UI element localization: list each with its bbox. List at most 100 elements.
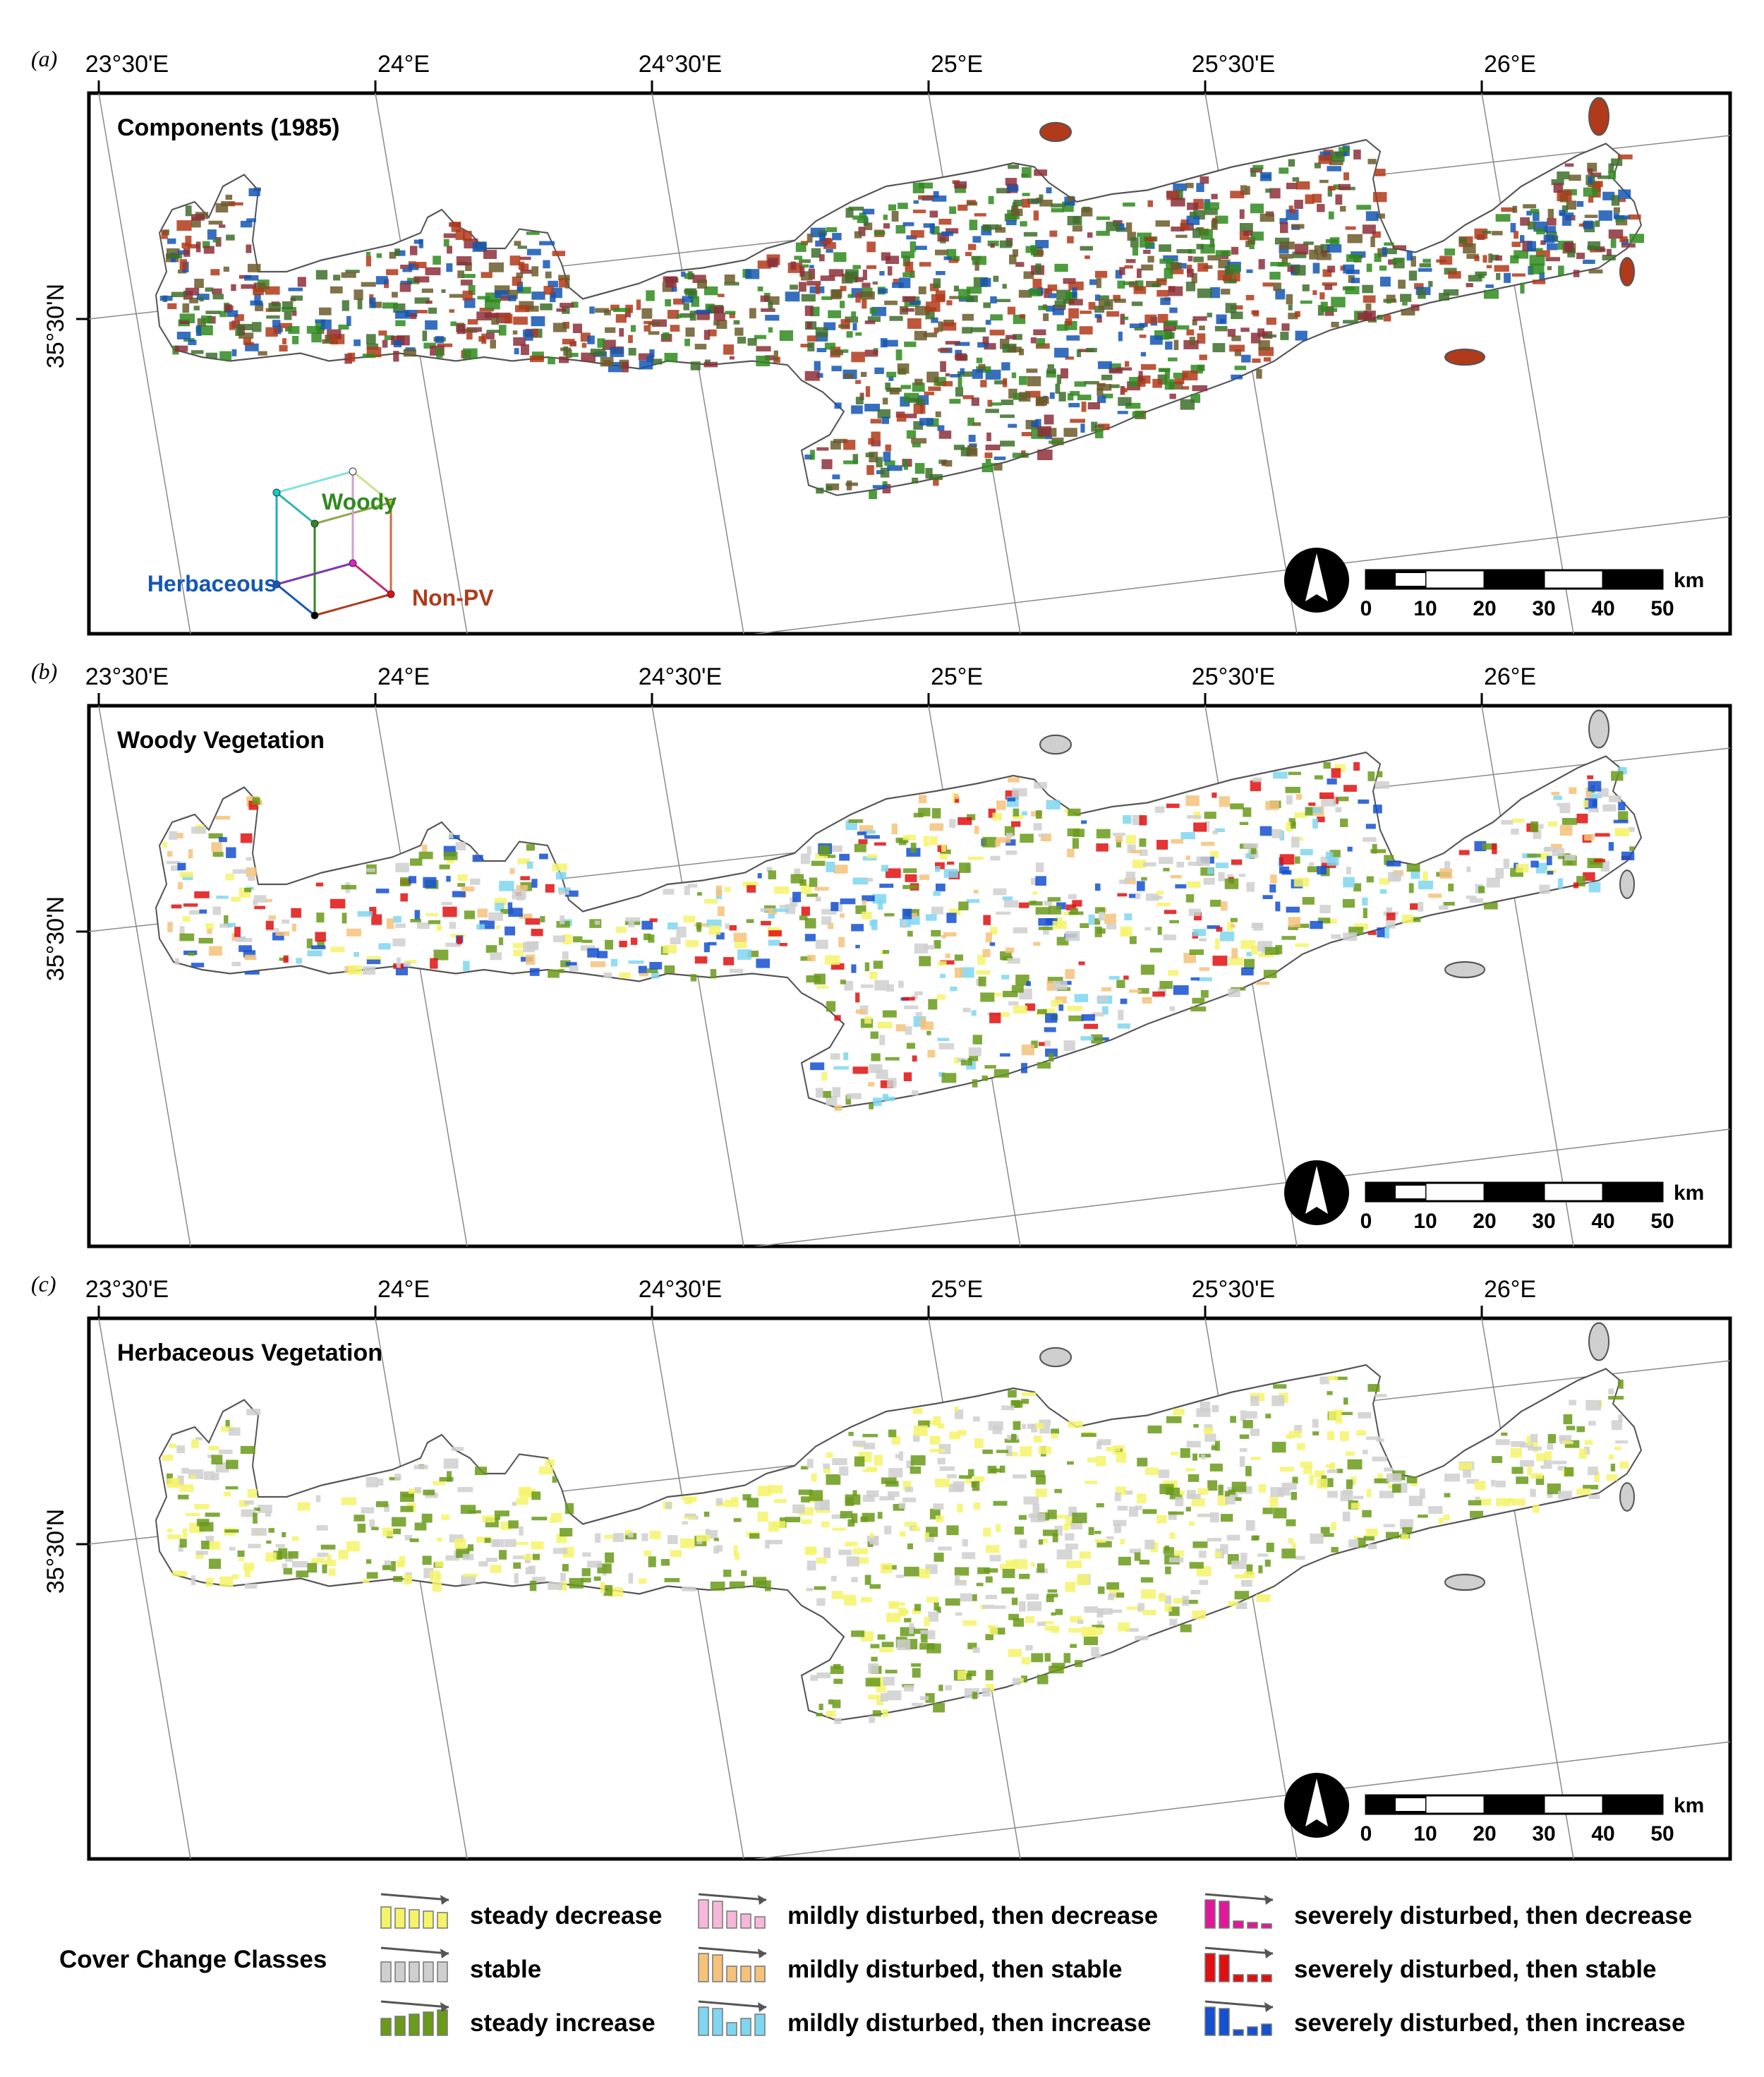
mild-stable-icon xyxy=(698,1946,767,1982)
legend-item: mildly disturbed, then stable xyxy=(698,1946,1123,1983)
islet xyxy=(1444,348,1485,366)
severe-decrease-icon xyxy=(1204,1893,1274,1929)
longitude-label: 24°30'E xyxy=(639,663,722,690)
legend-item: mildly disturbed, then decrease xyxy=(698,1893,1158,1929)
scale-tick-label: 20 xyxy=(1473,597,1496,620)
longitude-label: 25°E xyxy=(931,1276,983,1303)
islet xyxy=(1588,1322,1609,1361)
north-arrow-icon xyxy=(1284,1160,1349,1225)
scale-tick-label: 40 xyxy=(1591,1210,1614,1233)
steady-increase-icon xyxy=(380,2000,449,2036)
islet xyxy=(1588,709,1609,749)
severe-stable-icon xyxy=(1204,1946,1274,1982)
scale-tick-label: 40 xyxy=(1591,1822,1614,1846)
north-arrow-icon xyxy=(1284,1773,1349,1838)
legend-item: steady increase xyxy=(380,2000,656,2037)
longitude-label: 24°30'E xyxy=(639,51,722,78)
graticule-meridian xyxy=(1481,1318,1574,1859)
graticule-meridian xyxy=(98,1318,191,1859)
panel-title: Components (1985) xyxy=(117,114,340,141)
crete-island xyxy=(155,709,1643,1111)
latitude-label: 35°30'N xyxy=(42,284,69,368)
scale-tick-label: 10 xyxy=(1413,1210,1437,1233)
legend-label: steady decrease xyxy=(470,1902,662,1929)
scale-tick-label: 20 xyxy=(1473,1822,1496,1846)
severe-increase-icon xyxy=(1204,2000,1274,2036)
longitude-label: 23°30'E xyxy=(85,1276,169,1303)
islet xyxy=(1444,961,1485,979)
islet xyxy=(1588,97,1609,136)
legend-label: stable xyxy=(470,1956,541,1983)
legend-item: severely disturbed, then increase xyxy=(1204,2000,1685,2037)
legend-label: mildly disturbed, then increase xyxy=(787,2009,1151,2037)
longitude-label: 25°30'E xyxy=(1192,51,1275,78)
islet xyxy=(1619,257,1635,287)
panel-letter: (b) xyxy=(31,658,57,684)
crete-island xyxy=(155,97,1645,500)
scale-unit: km xyxy=(1674,1181,1704,1205)
legend-label: severely disturbed, then decrease xyxy=(1294,1902,1692,1929)
legend-item: severely disturbed, then stable xyxy=(1204,1946,1657,1983)
scale-unit: km xyxy=(1674,569,1704,592)
legend-item: steady decrease xyxy=(380,1893,662,1929)
longitude-label: 25°E xyxy=(931,663,983,690)
longitude-label: 25°E xyxy=(931,51,983,78)
herbaceous-label: Herbaceous xyxy=(147,571,277,596)
crete-island xyxy=(155,1322,1643,1724)
scale-tick-label: 20 xyxy=(1473,1210,1496,1233)
map-panel-herbaceous: (c) 23°30'E 24°E 24°30'E 25°E 25°30'E 26°E 35°3… xyxy=(31,1271,1732,1861)
map-panel-components: (a) 23°30'E 24°E 24°30'E 25°E 25°30'E 26°E 35°3… xyxy=(31,46,1732,636)
stable-icon xyxy=(380,1946,449,1982)
longitude-label: 23°30'E xyxy=(85,51,169,78)
scale-unit: km xyxy=(1674,1794,1704,1817)
map-panel-woody: (b) 23°30'E 24°E 24°30'E 25°E 25°30'E 26°E 35°3… xyxy=(31,658,1732,1248)
longitude-label: 25°30'E xyxy=(1192,1276,1275,1303)
longitude-label: 25°30'E xyxy=(1192,663,1275,690)
map-panels: (a) 23°30'E 24°E 24°30'E 25°E 25°30'E 26°E 35°3… xyxy=(31,46,1732,1861)
component-cube-legend: Woody Herbaceous Non-PV xyxy=(147,467,494,620)
legend-label: severely disturbed, then increase xyxy=(1294,2009,1685,2037)
scale-tick-label: 0 xyxy=(1360,597,1372,620)
latitude-label: 35°30'N xyxy=(42,1509,69,1594)
latitude-label: 35°30'N xyxy=(42,896,69,981)
scale-tick-label: 40 xyxy=(1591,597,1614,620)
legend-label: steady increase xyxy=(470,2009,656,2037)
scale-tick-label: 30 xyxy=(1532,1210,1555,1233)
islet xyxy=(1039,734,1072,755)
legend-label: mildly disturbed, then stable xyxy=(787,1956,1123,1983)
longitude-label: 24°E xyxy=(377,663,430,690)
mild-increase-icon xyxy=(698,2000,767,2036)
legend-title: Cover Change Classes xyxy=(59,1946,327,1973)
legend-label: severely disturbed, then stable xyxy=(1294,1956,1657,1983)
graticule-meridian xyxy=(375,706,468,1246)
graticule-meridian xyxy=(98,706,191,1246)
islet xyxy=(1619,869,1635,899)
graticule-meridian xyxy=(375,1318,468,1859)
islet xyxy=(1039,1347,1072,1368)
scale-tick-label: 30 xyxy=(1532,1822,1555,1846)
north-arrow-icon xyxy=(1284,548,1349,613)
scale-tick-label: 50 xyxy=(1650,1822,1674,1846)
legend-item: mildly disturbed, then increase xyxy=(698,2000,1151,2037)
nonpv-label: Non-PV xyxy=(412,585,494,610)
longitude-label: 24°30'E xyxy=(639,1276,722,1303)
panel-title: Herbaceous Vegetation xyxy=(117,1339,382,1366)
panel-title: Woody Vegetation xyxy=(117,727,325,754)
graticule-meridian xyxy=(1481,706,1574,1246)
graticule-parallel xyxy=(752,1741,1730,1859)
islet xyxy=(1039,121,1072,143)
legend-item: severely disturbed, then decrease xyxy=(1204,1893,1692,1929)
longitude-label: 23°30'E xyxy=(85,663,169,690)
legend-item: stable xyxy=(380,1946,541,1983)
scale-tick-label: 0 xyxy=(1360,1210,1372,1233)
steady-decrease-icon xyxy=(380,1893,449,1929)
graticule-meridian xyxy=(1481,93,1574,634)
woody-label: Woody xyxy=(322,489,397,514)
legend-label: mildly disturbed, then decrease xyxy=(787,1902,1158,1929)
panel-letter: (c) xyxy=(31,1271,56,1296)
longitude-label: 26°E xyxy=(1484,663,1536,690)
